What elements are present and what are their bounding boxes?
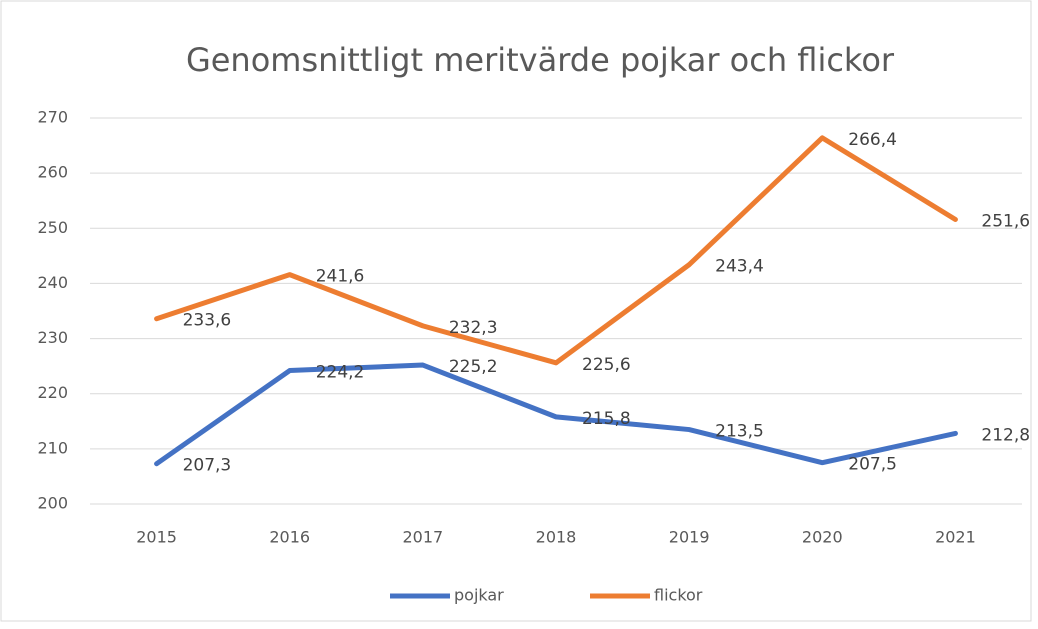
- data-label: 215,8: [582, 409, 631, 429]
- y-tick-label: 250: [37, 218, 68, 237]
- line: [154, 362, 958, 467]
- data-label: 225,6: [582, 355, 631, 375]
- data-label: 233,6: [183, 311, 232, 331]
- y-tick-label: 220: [37, 383, 68, 402]
- x-tick-label: 2021: [935, 528, 976, 547]
- legend-label: flickor: [654, 586, 703, 605]
- data-label: 224,2: [316, 363, 365, 383]
- y-tick-label: 230: [37, 328, 68, 347]
- data-label: 207,3: [183, 456, 232, 476]
- data-label: 266,4: [848, 130, 897, 150]
- x-tick-label: 2019: [669, 528, 710, 547]
- data-label: 232,3: [449, 318, 498, 338]
- data-label: 207,5: [848, 455, 897, 475]
- y-tick-label: 240: [37, 273, 68, 292]
- x-tick-label: 2016: [269, 528, 310, 547]
- data-label: 251,6: [981, 211, 1030, 231]
- data-label: 225,2: [449, 357, 498, 377]
- y-tick-label: 260: [37, 163, 68, 182]
- legend-label: pojkar: [454, 586, 504, 605]
- x-tick-label: 2018: [536, 528, 577, 547]
- data-label: 243,4: [715, 257, 764, 277]
- y-tick-label: 270: [37, 108, 68, 127]
- y-tick-label: 200: [37, 494, 68, 513]
- data-label: 241,6: [316, 267, 365, 287]
- x-tick-label: 2017: [402, 528, 443, 547]
- x-tick-label: 2015: [136, 528, 177, 547]
- chart-title: Genomsnittligt meritvärde pojkar och fli…: [186, 41, 895, 79]
- x-tick-label: 2020: [802, 528, 843, 547]
- data-label: 212,8: [981, 425, 1030, 445]
- data-label: 213,5: [715, 422, 764, 442]
- line: [154, 135, 958, 366]
- y-tick-label: 210: [37, 438, 68, 457]
